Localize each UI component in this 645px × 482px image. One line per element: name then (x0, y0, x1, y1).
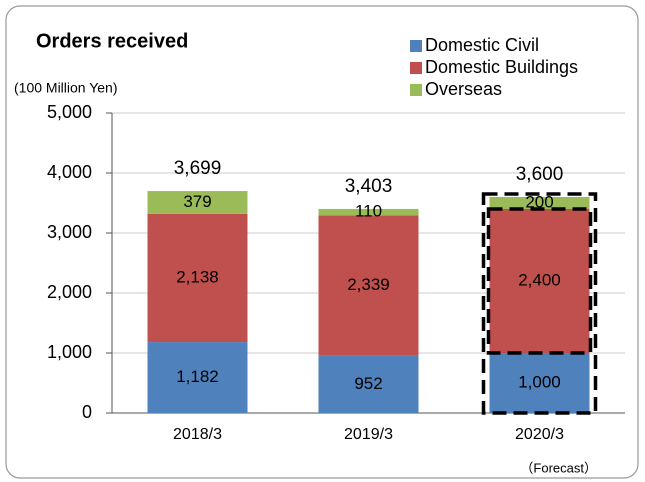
chart-title: Orders received (36, 30, 188, 52)
annotation: （Forecast） (520, 460, 597, 475)
total-label: 3,403 (345, 176, 393, 197)
value-label: 110 (355, 202, 382, 221)
legend-label: Overseas (425, 79, 502, 99)
x-tick-label: 2020/3 (515, 426, 564, 443)
forecast-outline (486, 207, 593, 355)
y-tick-label: 0 (82, 402, 92, 422)
x-tick-label: 2019/3 (344, 426, 393, 443)
forecast-outline (481, 192, 598, 415)
bar-segment (147, 342, 248, 413)
total-label: 3,699 (174, 158, 222, 179)
legend-label: Domestic Civil (425, 35, 539, 55)
bar-segment (318, 355, 419, 413)
legend-swatch (410, 40, 422, 52)
bar-segment (489, 197, 590, 209)
y-tick-label: 2,000 (47, 282, 92, 302)
total-label: 3,600 (516, 164, 564, 185)
value-label: 1,000 (518, 372, 561, 391)
legend-swatch (410, 84, 422, 96)
legend-swatch (410, 62, 422, 74)
bar-segment (147, 191, 248, 214)
bar-segment (489, 353, 590, 413)
x-tick-label: 2018/3 (173, 426, 222, 443)
value-label: 200 (525, 192, 553, 211)
value-label: 2,138 (176, 267, 219, 286)
value-label: 379 (183, 192, 211, 211)
value-label: 2,400 (518, 270, 561, 289)
bar-segment (489, 209, 590, 353)
value-label: 2,339 (347, 275, 390, 294)
y-tick-label: 1,000 (47, 342, 92, 362)
legend-label: Domestic Buildings (425, 57, 578, 77)
y-tick-label: 3,000 (47, 222, 92, 242)
bar-segment (147, 213, 248, 343)
y-tick-label: 4,000 (47, 162, 92, 182)
y-axis-label: (100 Million Yen) (14, 80, 118, 96)
value-label: 952 (354, 374, 382, 393)
bar-segment (318, 208, 419, 216)
bar-segment (318, 215, 419, 356)
y-tick-label: 5,000 (47, 102, 92, 122)
value-label: 1,182 (176, 367, 219, 386)
